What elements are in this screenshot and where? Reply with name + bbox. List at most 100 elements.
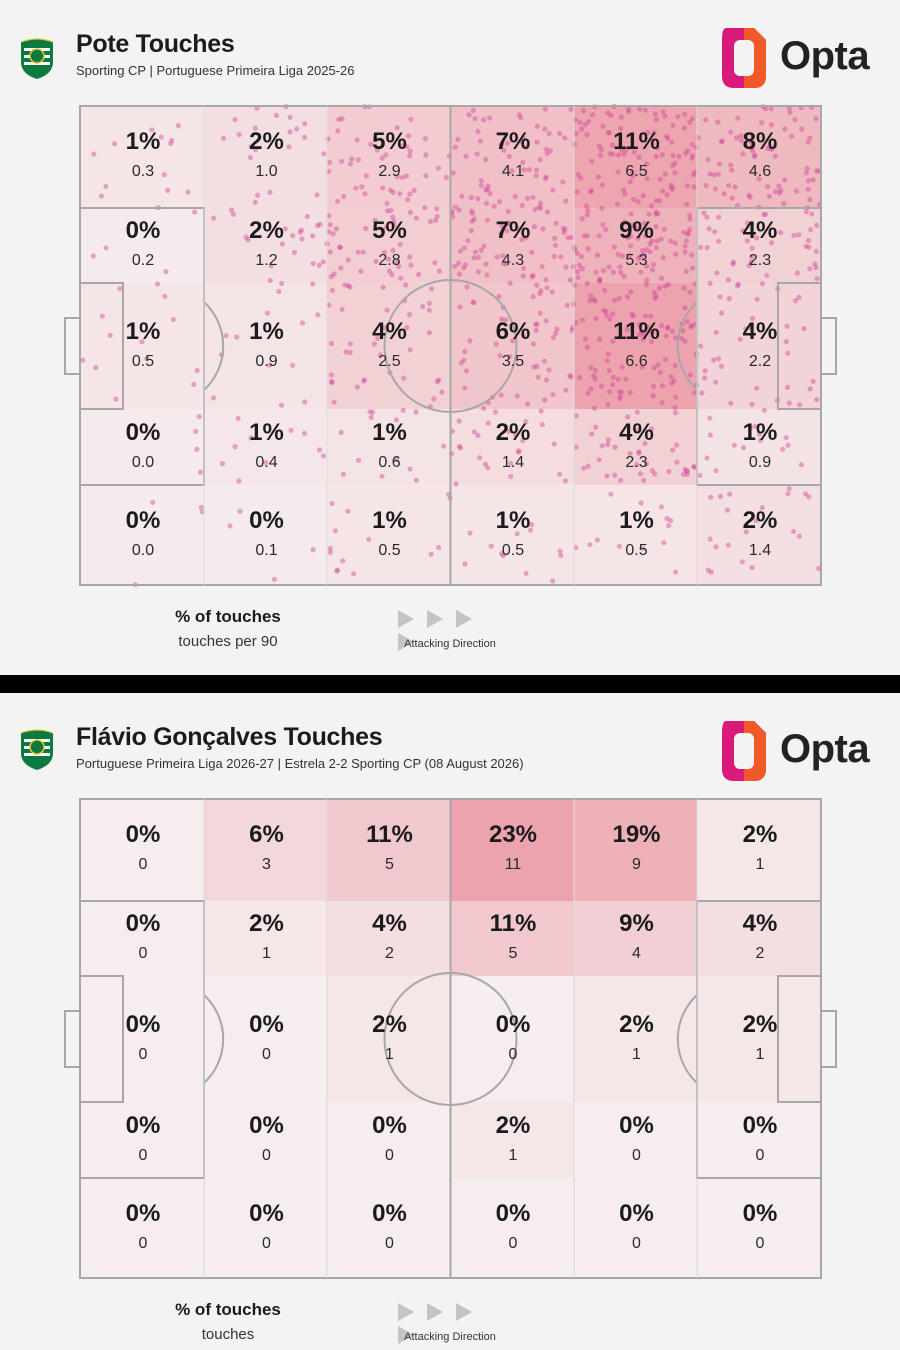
touch-dot	[746, 263, 752, 269]
touch-dot	[481, 405, 487, 411]
touch-dot	[672, 170, 678, 176]
heat-cell-r1-c4	[574, 901, 697, 976]
touch-dot	[796, 533, 802, 539]
heatmap-panel-1: Pote Touches Sporting CP | Portuguese Pr…	[20, 26, 876, 651]
touch-dot	[463, 368, 470, 374]
touch-dot	[294, 126, 300, 132]
touch-dot	[498, 392, 504, 398]
touch-dot	[436, 268, 442, 274]
touch-dot	[287, 114, 293, 120]
touch-dot	[520, 135, 526, 141]
touch-dot	[544, 285, 550, 291]
cell-value-label: 0.2	[132, 252, 154, 269]
cell-value-label: 1.2	[255, 252, 277, 269]
touch-dot	[802, 491, 809, 497]
touch-dot	[812, 261, 818, 267]
touch-dot	[794, 270, 800, 276]
touch-dot	[687, 216, 693, 222]
touch-dot	[576, 374, 583, 380]
touch-dot	[683, 238, 690, 244]
touch-dot	[483, 187, 489, 193]
touch-dot	[787, 109, 793, 116]
touch-dot	[687, 289, 693, 296]
touch-dot	[699, 390, 705, 396]
touch-dot	[646, 211, 652, 217]
touch-dot	[713, 379, 719, 385]
touch-dot	[481, 117, 487, 123]
touch-dot	[396, 263, 402, 269]
touch-dot	[597, 336, 603, 342]
touch-dot	[713, 329, 719, 335]
touch-dot	[686, 230, 692, 236]
touch-dot	[621, 274, 627, 280]
touch-dot	[684, 183, 690, 189]
touch-dot	[719, 310, 725, 316]
touch-dot	[475, 196, 481, 202]
touch-dot	[630, 196, 637, 202]
touch-dot	[475, 269, 481, 275]
opta-logo: Opta	[716, 26, 876, 90]
touch-dot	[471, 429, 477, 435]
touch-dot	[580, 108, 587, 114]
touch-dot	[390, 214, 396, 220]
cell-value-label: 2	[756, 945, 765, 962]
touch-dot	[588, 386, 594, 392]
touch-dot	[423, 173, 429, 179]
pitch-heatmap: 0% 0 6% 3 11% 5 23% 11 19% 9 2% 1 0% 0 2% 1 4% 2 11% 5 9% 4 4%…	[63, 797, 837, 1280]
touch-dot	[663, 333, 669, 339]
cell-value-label: 1	[262, 945, 271, 962]
touch-dot	[635, 199, 641, 205]
touch-dot	[653, 198, 660, 204]
touch-dot	[455, 136, 461, 142]
touch-dot	[805, 186, 811, 192]
touch-dot	[772, 143, 778, 149]
touch-dot	[615, 251, 621, 257]
touch-dot	[336, 116, 342, 122]
cell-percent-label: 7%	[496, 128, 531, 155]
touch-dot	[704, 244, 710, 251]
cell-percent-label: 0%	[372, 1200, 407, 1227]
touch-dot	[653, 245, 660, 251]
touch-dot	[691, 184, 697, 190]
touch-dot	[726, 296, 732, 302]
touch-dot	[605, 402, 611, 408]
heat-cell-r0-c5	[697, 799, 821, 901]
touch-dot	[727, 491, 733, 497]
touch-dot	[644, 263, 650, 269]
touch-dot	[702, 368, 708, 374]
touch-dot	[769, 240, 775, 246]
legend-touches-label: touches	[201, 1326, 255, 1343]
touch-dot	[469, 218, 475, 224]
touch-dot	[546, 367, 552, 373]
touch-dot	[405, 197, 411, 203]
touch-dot	[749, 254, 755, 260]
touch-dot	[641, 331, 647, 337]
touch-dot	[158, 134, 164, 140]
heat-cell-r0-c0	[80, 799, 204, 901]
touch-dot	[702, 375, 708, 381]
touch-dot	[523, 144, 529, 150]
touch-dot	[749, 245, 755, 251]
touch-dot	[749, 401, 755, 408]
touch-dot	[683, 268, 690, 274]
cell-percent-label: 5%	[372, 128, 407, 155]
touch-dot	[551, 253, 557, 259]
touch-dot	[333, 226, 339, 232]
touch-dot	[515, 226, 521, 232]
cell-value-label: 5	[509, 945, 518, 962]
touch-dot	[584, 233, 591, 239]
touch-dot	[534, 139, 540, 145]
touch-dot	[628, 233, 634, 239]
touch-dot	[625, 235, 631, 241]
touch-dot	[670, 152, 676, 158]
touch-dot	[689, 116, 695, 122]
touch-dot	[729, 167, 735, 173]
touch-dot	[776, 183, 782, 189]
touch-dot	[634, 462, 640, 468]
touch-dot	[592, 376, 598, 382]
touch-dot	[598, 152, 604, 158]
touch-dot	[467, 530, 473, 536]
touch-dot	[575, 171, 581, 178]
touch-dot	[170, 316, 176, 323]
touch-dot	[439, 389, 445, 395]
